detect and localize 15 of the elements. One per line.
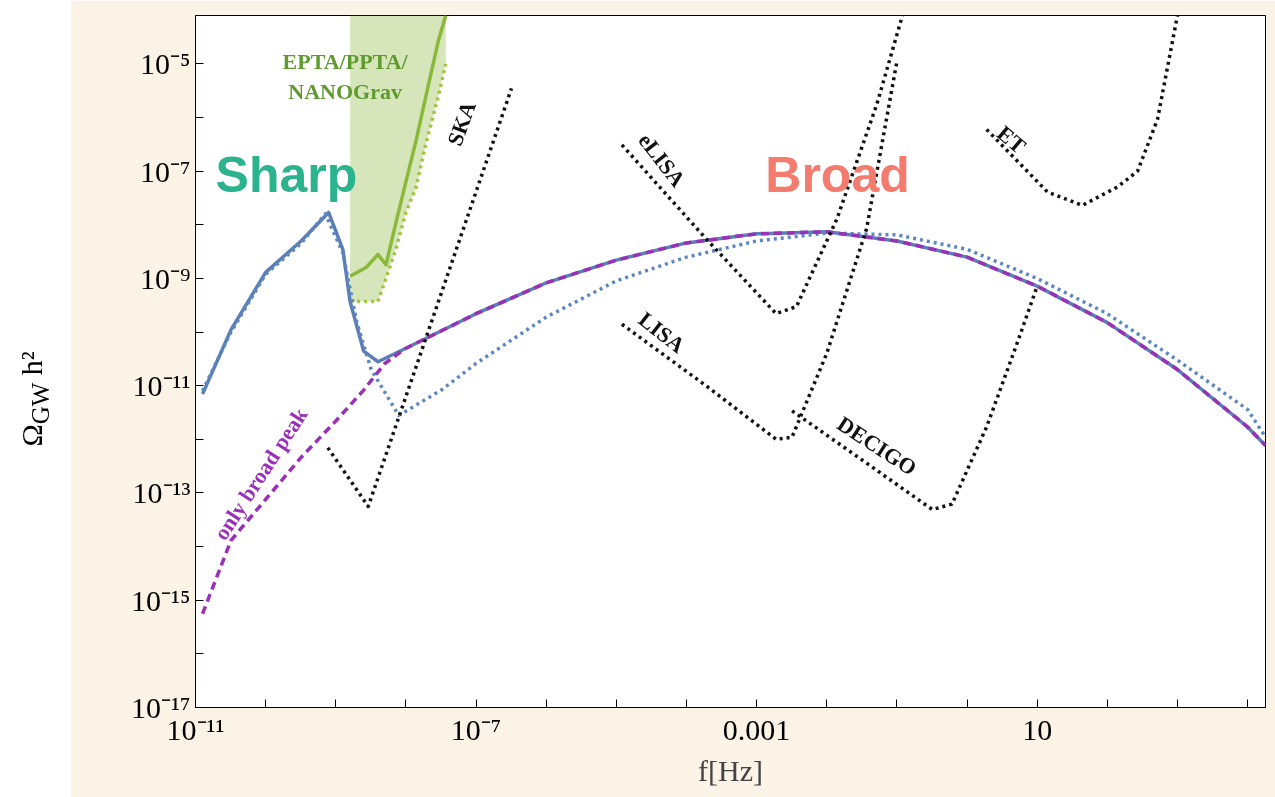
y-tick-label: 10⁻¹⁵ xyxy=(131,583,191,617)
text: ET xyxy=(992,120,1032,159)
x-tick-label: 0.001 xyxy=(722,712,791,746)
x-tick-label: 10 xyxy=(1022,712,1053,746)
series-label: EPTA/PPTA/ NANOGrav xyxy=(282,48,409,104)
text: SKA xyxy=(442,97,482,149)
x-tick-label: 10⁻⁷ xyxy=(450,712,502,746)
y-tick-label: 10⁻¹³ xyxy=(132,476,191,510)
y-tick-label: 10⁻⁷ xyxy=(140,154,191,188)
annotation: Broad xyxy=(765,146,910,203)
x-axis-title: f[Hz] xyxy=(698,753,763,787)
annotation: Sharp xyxy=(215,146,358,203)
y-tick-label: 10⁻⁵ xyxy=(140,47,191,81)
y-tick-label: 10⁻¹¹ xyxy=(132,369,191,403)
y-tick-label: 10⁻⁹ xyxy=(140,261,191,295)
